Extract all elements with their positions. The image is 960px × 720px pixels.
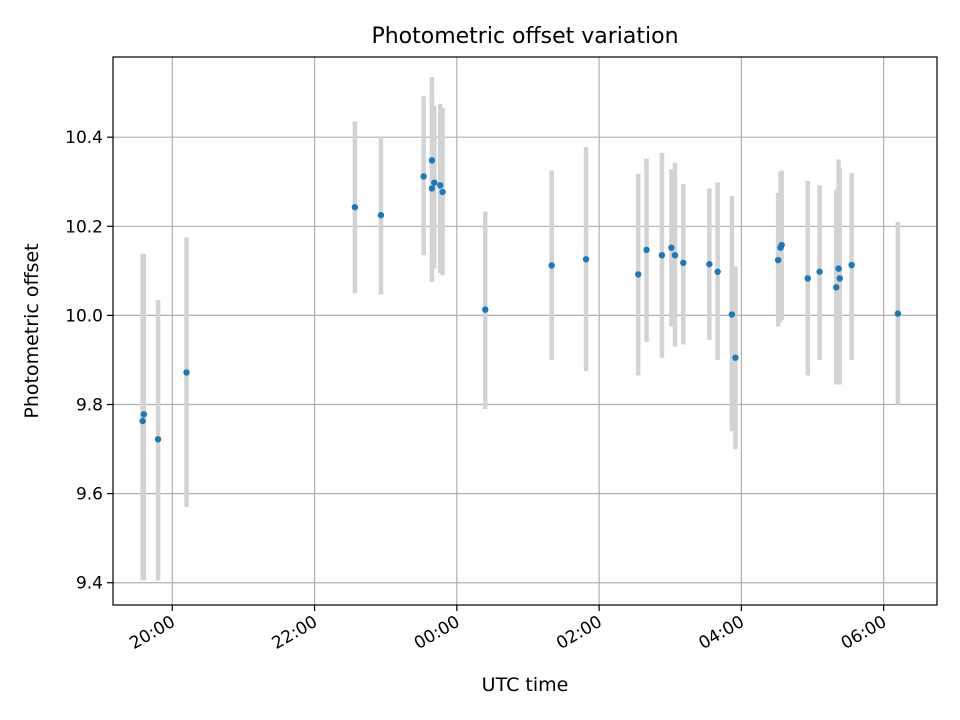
data-point [154,436,162,443]
data-point [835,265,842,272]
data-point [139,417,146,425]
x-axis-label: UTC time [482,674,569,696]
chart-title: Photometric offset variation [371,24,678,49]
data-point [377,211,385,219]
data-point [437,182,444,189]
data-point [482,306,489,313]
data-point [428,157,436,164]
data-point [420,173,427,180]
x-tick-label: 06:00 [838,612,890,654]
x-tick-label: 00:00 [411,612,463,654]
data-points [139,157,902,443]
data-point [848,261,855,269]
x-tick-label: 22:00 [269,612,321,654]
y-tick-label: 10.4 [65,128,103,148]
data-point [833,284,840,291]
data-point [635,271,642,278]
data-point [804,275,811,282]
data-point [671,252,679,259]
x-tick-label: 04:00 [695,612,747,654]
data-point [706,260,713,268]
data-point [439,188,446,196]
y-tick-label: 10.2 [65,217,103,237]
data-point [714,268,721,275]
data-point [643,246,650,254]
data-point [732,354,739,361]
data-point [680,259,687,267]
data-point [548,262,555,269]
y-axis-ticks: 9.4 9.6 9.8 10.0 10.2 10.4 [65,128,113,594]
data-point [431,179,438,186]
y-tick-label: 10.0 [65,306,103,326]
data-point [582,256,590,263]
data-point [774,256,782,264]
data-point [668,244,675,251]
grid-lines [113,57,937,605]
data-point [183,369,190,376]
data-point [816,268,823,275]
data-point [728,311,736,318]
data-point [428,185,436,192]
data-point [894,310,902,317]
data-point [658,252,666,259]
plot-area-frame [112,56,938,606]
x-tick-label: 20:00 [126,612,178,654]
y-tick-label: 9.4 [76,574,103,594]
x-tick-label: 02:00 [553,612,605,654]
data-point [778,241,785,249]
x-axis-ticks: 20:00 22:00 00:00 02:00 04:00 06:00 [126,605,890,654]
data-point [836,275,843,282]
data-point [351,203,359,211]
error-bars [140,77,901,581]
y-tick-label: 9.6 [76,485,103,505]
y-tick-label: 9.8 [76,396,103,416]
data-point [140,411,148,418]
y-axis-label: Photometric offset [21,243,43,418]
